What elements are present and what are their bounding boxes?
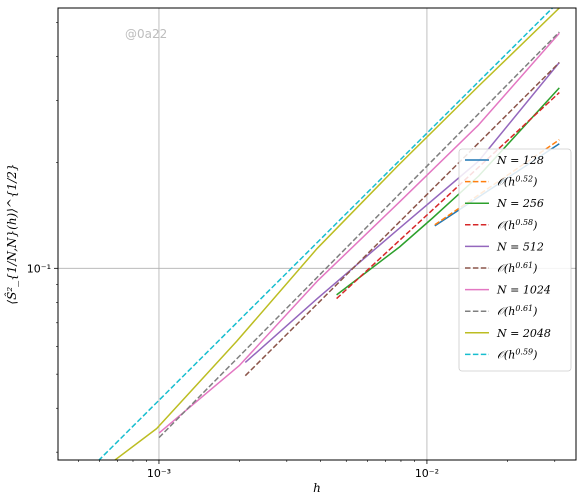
legend-text-part: N — [496, 197, 507, 210]
legend-entry: 𝒪(h0.59) — [497, 347, 537, 362]
series-line-3 — [336, 87, 560, 296]
legend-text-part: N — [496, 327, 507, 340]
legend-text-part: ) — [532, 305, 537, 318]
x-axis-label: h — [313, 481, 321, 495]
legend-entry: 𝒪(h0.61) — [497, 304, 537, 319]
y-axis-label: ⟨Ŝ²_{1/N,N}(h)⟩^{1/2} — [3, 163, 19, 304]
legend-text-part: = 128 — [507, 154, 544, 167]
legend-entry: 𝒪(h0.61) — [497, 261, 537, 276]
x-tick-label: 10⁻² — [415, 467, 439, 480]
legend-entry: N = 256 — [496, 197, 544, 210]
series-line-4 — [336, 92, 560, 300]
plot-frame — [57, 7, 577, 461]
legend-text-part: 0.58 — [515, 217, 533, 226]
series-line-6 — [244, 61, 560, 377]
series-line-5 — [244, 62, 560, 363]
legend-entry: 𝒪(h0.52) — [497, 174, 537, 189]
legend-text-part: ) — [532, 219, 537, 232]
series-line-9 — [113, 8, 560, 460]
legend-text-part: = 1024 — [507, 284, 551, 297]
series-line-7 — [158, 32, 560, 434]
y-tick-label: 10⁻¹ — [27, 262, 51, 275]
legend-text-part: 𝒪(h — [497, 176, 515, 189]
legend-text-part: 𝒪(h — [497, 262, 515, 275]
legend-text-part: N — [496, 240, 507, 253]
legend-text-part: 0.52 — [515, 174, 533, 183]
legend-text-part: 0.61 — [515, 304, 533, 313]
legend-text-part: 0.61 — [515, 261, 533, 270]
legend-text-part: N — [496, 284, 507, 297]
legend-text-part: = 512 — [507, 240, 544, 253]
legend-text-part: N — [496, 154, 507, 167]
legend-entry: N = 1024 — [496, 284, 551, 297]
legend-text-part: 0.59 — [515, 347, 533, 356]
x-tick-label: 10⁻³ — [147, 467, 171, 480]
legend-text-part: 𝒪(h — [497, 305, 515, 318]
legend-text-part: = 256 — [507, 197, 544, 210]
legend-entry: 𝒪(h0.58) — [497, 217, 537, 232]
legend-text-part: ) — [532, 176, 537, 189]
legend-frame — [458, 148, 572, 372]
series-line-8 — [158, 31, 560, 439]
legend-text-part: ) — [532, 348, 537, 361]
legend-entry: N = 2048 — [496, 327, 551, 340]
axis-ticks: 10⁻³ 10⁻² 10⁻¹ — [27, 22, 556, 480]
legend-entry: N = 512 — [496, 240, 544, 253]
legend-text-part: 𝒪(h — [497, 348, 515, 361]
series-line-10 — [98, 8, 554, 460]
legend-text-part: 𝒪(h — [497, 219, 515, 232]
legend-text-part: ) — [532, 262, 537, 275]
legend-text-part: = 2048 — [507, 327, 551, 340]
legend-entry: N = 128 — [496, 154, 544, 167]
watermark: @0a22 — [125, 27, 167, 41]
